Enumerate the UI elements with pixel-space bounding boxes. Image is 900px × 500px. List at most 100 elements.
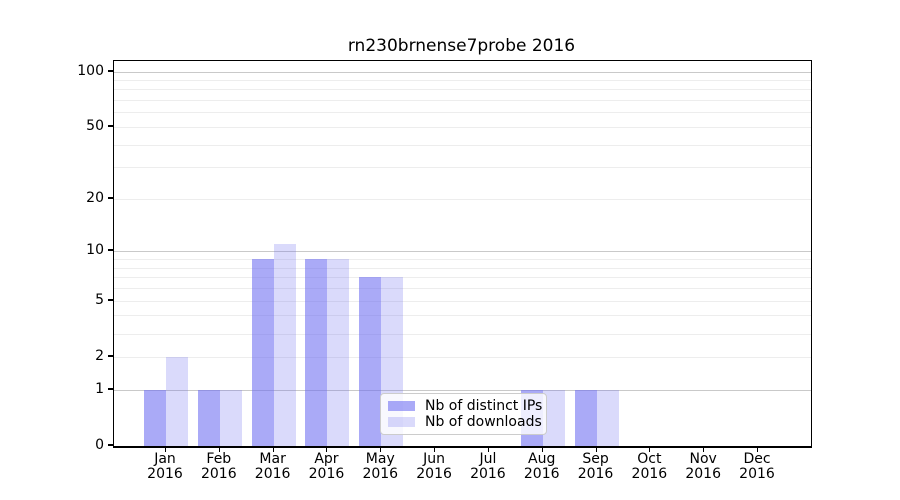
legend: Nb of distinct IPs Nb of downloads bbox=[380, 393, 547, 435]
x-tick-label-year: 2016 bbox=[631, 466, 668, 482]
x-tick-label-year: 2016 bbox=[416, 466, 452, 482]
gridline-minor bbox=[114, 79, 811, 81]
y-tick-label: 20 bbox=[86, 189, 104, 206]
bar-downloads-sep bbox=[596, 389, 619, 446]
y-tick-label: 2 bbox=[95, 347, 104, 364]
x-tick-label-year: 2016 bbox=[200, 466, 237, 482]
gridline-major bbox=[114, 251, 811, 253]
x-tick-label: Jan 2016 bbox=[133, 452, 197, 482]
gridline-minor bbox=[114, 315, 811, 317]
x-tick-label: Mar 2016 bbox=[241, 452, 305, 482]
bar-distinct-ips-feb bbox=[197, 389, 220, 446]
x-tick-mark bbox=[595, 447, 597, 452]
x-tick-label-year: 2016 bbox=[254, 466, 291, 482]
x-tick-label-year: 2016 bbox=[470, 466, 506, 482]
x-tick-label-year: 2016 bbox=[739, 466, 775, 482]
x-tick-label-month: Dec bbox=[743, 451, 771, 467]
bar-distinct-ips-sep bbox=[574, 389, 597, 446]
bar-downloads-mar bbox=[273, 244, 296, 446]
x-tick-label-year: 2016 bbox=[523, 466, 560, 482]
x-tick-label: Dec 2016 bbox=[725, 452, 789, 482]
x-tick-label-year: 2016 bbox=[308, 466, 345, 482]
x-tick-label-month: Apr bbox=[314, 451, 339, 467]
x-tick-mark bbox=[380, 447, 382, 452]
x-tick-label-year: 2016 bbox=[577, 466, 614, 482]
x-tick-label-month: Mar bbox=[259, 451, 286, 467]
x-tick-label-month: Aug bbox=[528, 451, 556, 467]
x-tick-label: Aug 2016 bbox=[510, 452, 574, 482]
gridline-minor bbox=[114, 356, 811, 358]
gridline-minor bbox=[114, 100, 811, 102]
x-tick-mark bbox=[326, 447, 328, 452]
x-tick-label-year: 2016 bbox=[147, 466, 183, 482]
chart-title: rn230brnense7probe 2016 bbox=[347, 36, 576, 56]
gridline-minor bbox=[114, 288, 811, 290]
bar-distinct-ips-mar bbox=[251, 259, 274, 446]
bar-downloads-jan bbox=[166, 356, 188, 446]
y-tick-mark bbox=[108, 69, 113, 72]
x-tick-mark bbox=[541, 447, 543, 452]
x-tick-mark bbox=[487, 447, 489, 452]
gridline-minor bbox=[114, 89, 811, 91]
bar-downloads-apr bbox=[327, 259, 350, 446]
y-tick-mark bbox=[108, 196, 113, 199]
gridline-minor bbox=[114, 112, 811, 114]
x-tick-mark bbox=[703, 447, 705, 452]
gridline-minor bbox=[114, 259, 811, 261]
legend-label-downloads: Nb of downloads bbox=[425, 414, 542, 430]
x-tick-label-month: Jun bbox=[423, 451, 446, 467]
x-tick-label: Apr 2016 bbox=[294, 452, 358, 482]
y-tick-mark bbox=[108, 249, 113, 252]
y-tick-label: 5 bbox=[95, 291, 104, 308]
y-tick-label: 100 bbox=[77, 62, 104, 79]
bar-distinct-ips-may bbox=[359, 277, 382, 446]
x-tick-label-month: Jan bbox=[154, 451, 176, 467]
x-tick-label: Nov 2016 bbox=[671, 452, 735, 482]
legend-item-distinct-ips: Nb of distinct IPs bbox=[388, 398, 543, 414]
gridline-minor bbox=[114, 300, 811, 302]
gridline-minor bbox=[114, 144, 811, 146]
x-tick-label-month: May bbox=[365, 451, 395, 467]
gridline-minor bbox=[114, 267, 811, 269]
y-tick-label: 50 bbox=[86, 117, 104, 134]
gridline-minor bbox=[114, 167, 811, 169]
x-tick-mark bbox=[272, 447, 274, 452]
y-tick-mark bbox=[108, 444, 113, 446]
bar-downloads-feb bbox=[219, 389, 242, 446]
x-tick-mark bbox=[756, 447, 758, 452]
gridline-minor bbox=[114, 198, 811, 200]
plot-area bbox=[113, 60, 812, 448]
gridline-minor bbox=[114, 277, 811, 279]
legend-label-distinct-ips: Nb of distinct IPs bbox=[425, 398, 543, 414]
x-tick-label-month: Sep bbox=[582, 451, 609, 467]
y-tick-mark bbox=[108, 387, 113, 390]
y-tick-label: 10 bbox=[86, 242, 104, 259]
bar-distinct-ips-apr bbox=[305, 259, 328, 446]
y-tick-mark bbox=[108, 354, 113, 357]
x-tick-label: Jul 2016 bbox=[456, 452, 520, 482]
x-tick-mark bbox=[218, 447, 220, 452]
y-tick-label: 1 bbox=[95, 380, 104, 397]
x-tick-label: Sep 2016 bbox=[564, 452, 628, 482]
bar-downloads-aug bbox=[542, 389, 565, 446]
gridline-major bbox=[114, 389, 811, 391]
x-tick-label-year: 2016 bbox=[362, 466, 399, 482]
legend-swatch-downloads-icon bbox=[388, 417, 415, 427]
x-tick-label: Feb 2016 bbox=[187, 452, 251, 482]
gridline-minor bbox=[114, 333, 811, 335]
x-tick-label-month: Feb bbox=[206, 451, 232, 467]
x-tick-mark bbox=[434, 447, 436, 452]
gridline-minor bbox=[114, 126, 811, 128]
bar-distinct-ips-jan bbox=[144, 389, 166, 446]
x-tick-label: Jun 2016 bbox=[402, 452, 466, 482]
x-tick-label-month: Oct bbox=[637, 451, 662, 467]
x-tick-label-month: Jul bbox=[479, 451, 497, 467]
x-tick-label-month: Nov bbox=[689, 451, 717, 467]
x-tick-label-year: 2016 bbox=[685, 466, 721, 482]
legend-swatch-distinct-ips-icon bbox=[388, 401, 415, 411]
x-tick-mark bbox=[165, 447, 166, 452]
y-tick-mark bbox=[108, 298, 113, 301]
gridline-major bbox=[114, 71, 811, 73]
x-tick-mark bbox=[649, 447, 651, 452]
